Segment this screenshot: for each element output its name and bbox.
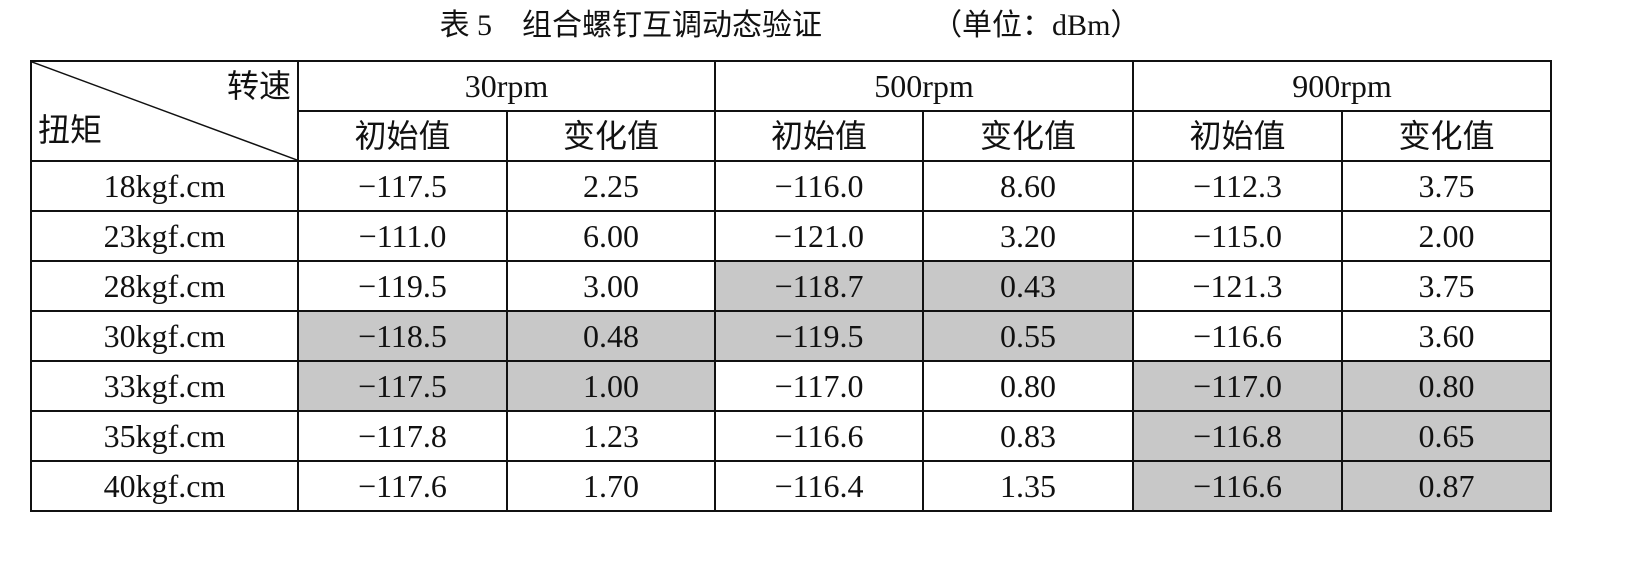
subheader: 变化值 bbox=[922, 110, 1135, 162]
row-label: 18kgf.cm bbox=[30, 160, 299, 212]
data-table: 转速 扭矩 30rpm 500rpm 900rpm 初始值 变化值 初始值 变化值 初始值变… bbox=[30, 60, 1553, 512]
diagonal bbox=[32, 62, 297, 160]
value-cell: 0.80 bbox=[922, 360, 1135, 412]
value-cell: 0.87 bbox=[1341, 460, 1553, 512]
data-row: 23kgf.cm −111.0 6.00 −121.0 3.20 −115.0 2.00 bbox=[30, 210, 1553, 262]
value-cell: 1.70 bbox=[505, 460, 717, 512]
subheader: 初始值 bbox=[714, 110, 925, 162]
corner-cell: 转速 扭矩 bbox=[30, 60, 299, 162]
value-cell: −117.0 bbox=[714, 360, 925, 412]
data-row: 40kgf.cm −117.6 1.70 −116.4 1.35 −116.6 0.87 bbox=[30, 460, 1553, 512]
subheader: 初始值 bbox=[297, 110, 508, 162]
subheader-row: 初始值 变化值 初始值 变化值 初始值 变化值 bbox=[31, 110, 1553, 162]
value-cell: −115.0 bbox=[1132, 210, 1344, 262]
value-cell: −117.5 bbox=[297, 360, 508, 412]
value-cell: −116.4 bbox=[714, 460, 925, 512]
value-cell: −116.6 bbox=[1132, 310, 1344, 362]
value-cell: 0.43 bbox=[922, 260, 1135, 312]
row-label: 28kgf.cm bbox=[30, 260, 299, 312]
data-row: 30kgf.cm −118.5 0.48 −119.5 0.55 −116.6 3.60 bbox=[30, 310, 1553, 362]
value-cell: −116.6 bbox=[714, 410, 925, 462]
subheader: 变化值 bbox=[505, 110, 717, 162]
value-cell: 3.00 bbox=[505, 260, 717, 312]
row-header-label: 扭矩 bbox=[38, 112, 103, 148]
row-label: 35kgf.cm bbox=[30, 410, 299, 462]
value-cell: −119.5 bbox=[714, 310, 925, 362]
value-cell: 3.75 bbox=[1341, 260, 1553, 312]
row-label: 40kgf.cm bbox=[30, 460, 299, 512]
value-cell: −118.7 bbox=[714, 260, 925, 312]
value-cell: 1.00 bbox=[505, 360, 717, 412]
group-header: 30rpm bbox=[296, 60, 717, 112]
row-label: 30kgf.cm bbox=[30, 310, 299, 362]
value-cell: 1.23 bbox=[505, 410, 717, 462]
data-row: 33kgf.cm −117.5 1.00 −117.0 0.80 −117.0 0.80 bbox=[30, 360, 1553, 412]
value-cell: −116.8 bbox=[1132, 410, 1344, 462]
value-cell: −116.6 bbox=[1132, 460, 1344, 512]
data-row: 18kgf.cm −117.5 2.25 −116.0 8.60 −112.3 3.75 bbox=[30, 160, 1553, 212]
value-cell: −117.8 bbox=[297, 410, 508, 462]
value-cell: 8.60 bbox=[922, 160, 1135, 212]
value-cell: −121.0 bbox=[714, 210, 925, 262]
value-cell: 0.48 bbox=[505, 310, 717, 362]
value-cell: −118.5 bbox=[297, 310, 508, 362]
value-cell: −119.5 bbox=[297, 260, 508, 312]
value-cell: 6.00 bbox=[505, 210, 717, 262]
value-cell: 1.35 bbox=[922, 460, 1135, 512]
value-cell: 0.65 bbox=[1341, 410, 1553, 462]
value-cell: 0.80 bbox=[1341, 360, 1553, 412]
value-cell: −116.0 bbox=[714, 160, 925, 212]
row-label: 23kgf.cm bbox=[30, 210, 299, 262]
subheader: 初始值 bbox=[1132, 110, 1344, 162]
value-cell: −111.0 bbox=[297, 210, 508, 262]
data-row: 28kgf.cm −119.5 3.00 −118.7 0.43 −121.3 3.75 bbox=[30, 260, 1553, 312]
subheader: 变化值 bbox=[1341, 110, 1553, 162]
row-label: 33kgf.cm bbox=[30, 360, 299, 412]
data-row: 35kgf.cm −117.8 1.23 −116.6 0.83 −116.8 0.65 bbox=[30, 410, 1553, 462]
group-header: 500rpm bbox=[714, 60, 1135, 112]
value-cell: −121.3 bbox=[1132, 260, 1344, 312]
group-header: 900rpm bbox=[1132, 60, 1553, 112]
value-cell: −117.6 bbox=[297, 460, 508, 512]
value-cell: 3.20 bbox=[922, 210, 1135, 262]
value-cell: 0.83 bbox=[922, 410, 1135, 462]
value-cell: 2.25 bbox=[505, 160, 717, 212]
value-cell: −117.5 bbox=[297, 160, 508, 212]
table-caption: 表 5 组合螺钉互调动态验证 （单位：dBm） bbox=[0, 4, 1580, 48]
value-cell: −117.0 bbox=[1132, 360, 1344, 412]
caption-unit: （单位：dBm） bbox=[932, 9, 1141, 42]
value-cell: 3.60 bbox=[1341, 310, 1553, 362]
column-header-label: 转速 bbox=[226, 68, 291, 104]
value-cell: 3.75 bbox=[1341, 160, 1553, 212]
caption-title: 表 5 组合螺钉互调动态验证 bbox=[439, 9, 823, 42]
header-row: 转速 扭矩 30rpm 500rpm 900rpm bbox=[30, 60, 1553, 162]
value-cell: 2.00 bbox=[1341, 210, 1553, 262]
value-cell: −112.3 bbox=[1132, 160, 1344, 212]
value-cell: 0.55 bbox=[922, 310, 1135, 362]
